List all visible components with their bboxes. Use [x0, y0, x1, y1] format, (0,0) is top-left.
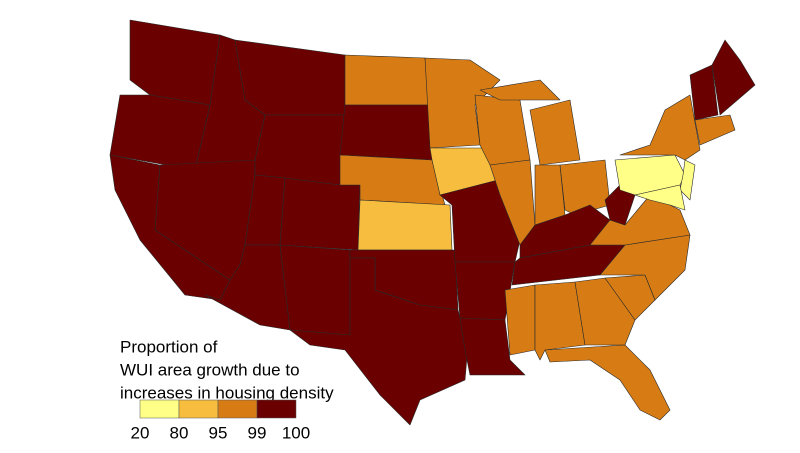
state: [694, 114, 736, 146]
state: [534, 164, 566, 226]
state: [279, 177, 361, 251]
legend-tick-label: 95: [209, 423, 228, 442]
state: [344, 54, 431, 106]
state: [634, 184, 686, 211]
legend-tick-label: 80: [170, 423, 189, 442]
legend: Proportion of WUI area growth due to incre…: [120, 337, 334, 442]
legend-title: increases in housing density: [120, 383, 334, 402]
states: [109, 19, 756, 426]
state: [504, 284, 536, 356]
state: [689, 64, 719, 121]
legend-swatch: [139, 399, 180, 419]
legend-tick-label: 100: [282, 423, 310, 442]
legend-swatch: [217, 399, 258, 419]
state: [711, 39, 756, 116]
state: [574, 277, 636, 346]
legend-tick-label: 20: [131, 423, 150, 442]
state: [279, 244, 351, 336]
state: [339, 104, 433, 161]
state: [459, 317, 526, 376]
state: [544, 344, 671, 421]
state: [129, 19, 221, 106]
legend-title: WUI area growth due to: [120, 360, 300, 379]
legend-swatch: [256, 399, 297, 419]
state: [357, 199, 453, 251]
state: [234, 39, 346, 116]
legend-title: Proportion of: [120, 337, 218, 356]
state: [289, 257, 469, 426]
state: [254, 114, 346, 186]
legend-tick-label: 99: [248, 423, 267, 442]
state: [529, 99, 581, 166]
state: [479, 79, 561, 101]
legend-swatch: [178, 399, 219, 419]
state: [679, 159, 696, 201]
state: [604, 184, 636, 226]
state: [619, 94, 701, 161]
